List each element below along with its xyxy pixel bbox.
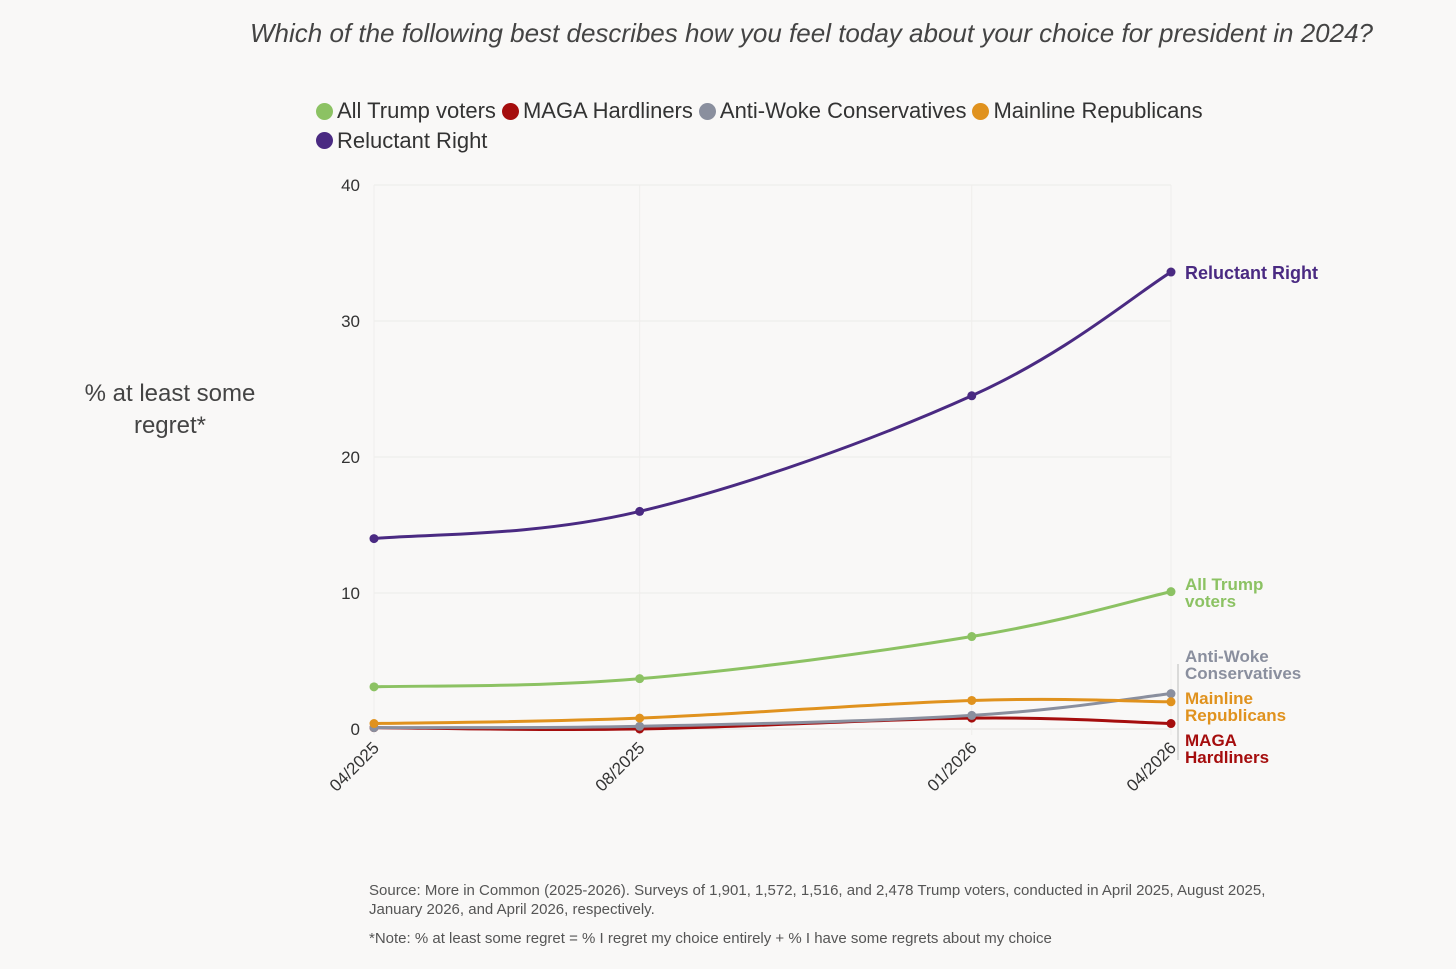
- legend-label: Mainline Republicans: [993, 98, 1203, 123]
- data-point: [635, 674, 645, 684]
- data-point: [369, 719, 379, 729]
- y-tick-label: 0: [351, 720, 360, 739]
- series-end-label: Hardliners: [1185, 748, 1269, 767]
- series-end-label: Anti-Woke: [1185, 647, 1269, 666]
- series-end-label: voters: [1185, 592, 1236, 611]
- legend-marker-icon: [316, 132, 333, 149]
- data-point: [967, 632, 977, 642]
- data-point: [1166, 719, 1176, 729]
- legend-label: Reluctant Right: [337, 127, 488, 153]
- chart-title: Which of the following best describes ho…: [250, 18, 1374, 48]
- series-line: [373, 692, 1172, 730]
- series-line: [373, 590, 1172, 689]
- legend-label: Anti-Woke Conservatives: [719, 98, 967, 123]
- series-end-label: Republicans: [1185, 706, 1286, 725]
- data-point: [635, 721, 645, 731]
- data-point: [369, 682, 379, 692]
- legend-label: All Trump voters: [337, 98, 496, 123]
- x-tick-label: 08/2025: [592, 738, 649, 795]
- legend-item[interactable]: Reluctant Right: [316, 127, 487, 155]
- data-point: [1166, 689, 1176, 699]
- data-point: [369, 534, 379, 544]
- x-tick-label: 01/2026: [924, 738, 981, 795]
- data-point: [1166, 267, 1176, 277]
- legend-item[interactable]: Mainline Republicans: [972, 97, 1203, 125]
- data-point: [635, 506, 645, 516]
- y-tick-label: 20: [341, 448, 360, 467]
- data-point: [1166, 697, 1176, 707]
- data-point: [967, 391, 977, 401]
- y-tick-label: 30: [341, 312, 360, 331]
- y-tick-label: 40: [341, 176, 360, 195]
- y-tick-label: 10: [341, 584, 360, 603]
- source-text: Source: More in Common (2025-2026). Surv…: [369, 882, 1266, 918]
- series-line: [373, 697, 1172, 726]
- legend: All Trump voters MAGA Hardliners Anti-Woke…: [316, 97, 1316, 156]
- data-point: [635, 713, 645, 723]
- legend-item[interactable]: Anti-Woke Conservatives: [698, 97, 967, 125]
- series-end-label: MAGA: [1185, 731, 1237, 750]
- x-tick-label: 04/2026: [1123, 738, 1180, 795]
- series-end-label: Reluctant Right: [1185, 263, 1318, 283]
- data-point: [967, 710, 977, 720]
- legend-item[interactable]: MAGA Hardliners: [501, 97, 693, 125]
- x-tick-label: 04/2025: [326, 738, 383, 795]
- legend-marker-icon: [316, 102, 333, 120]
- series-end-label: Mainline: [1185, 689, 1253, 708]
- legend-marker-icon: [972, 102, 990, 120]
- legend-item[interactable]: All Trump voters: [316, 97, 496, 125]
- y-axis-label: % at least some regret*: [84, 380, 256, 439]
- series-end-label: All Trump: [1185, 575, 1263, 594]
- series-line: [373, 270, 1172, 541]
- data-point: [1166, 587, 1176, 597]
- legend-marker-icon: [698, 102, 716, 120]
- data-point: [967, 695, 977, 705]
- note-text: *Note: % at least some regret = % I regr…: [369, 930, 1052, 947]
- legend-label: MAGA Hardliners: [522, 98, 693, 123]
- legend-marker-icon: [501, 102, 519, 120]
- series-end-label: Conservatives: [1185, 664, 1301, 683]
